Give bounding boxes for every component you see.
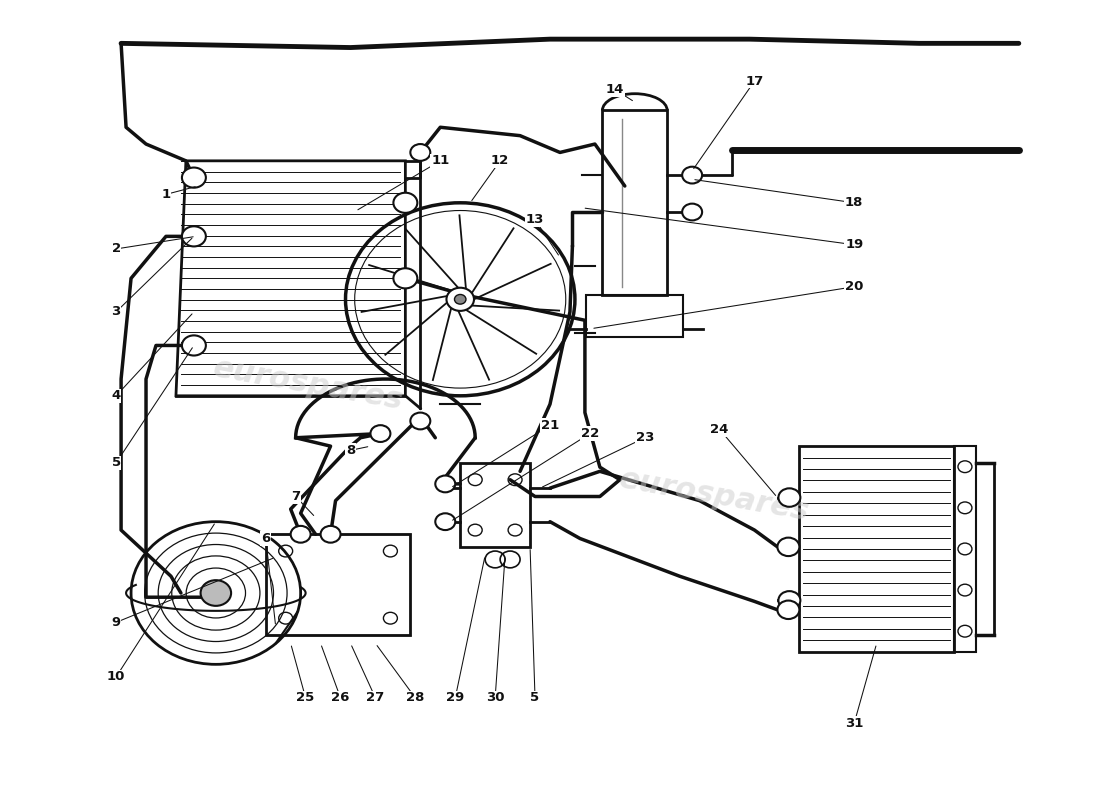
Text: 18: 18 (845, 196, 864, 210)
Bar (954, 446, 976, 652)
Circle shape (958, 543, 972, 555)
Circle shape (436, 475, 455, 492)
Circle shape (958, 502, 972, 514)
Text: 9: 9 (111, 616, 121, 629)
Circle shape (182, 335, 206, 355)
Text: 30: 30 (486, 691, 505, 705)
Text: 8: 8 (345, 444, 355, 457)
Text: 23: 23 (636, 431, 653, 444)
Bar (800, 446, 954, 652)
Text: 22: 22 (581, 427, 600, 440)
Circle shape (958, 461, 972, 473)
Circle shape (454, 294, 466, 304)
Text: 2: 2 (111, 242, 121, 255)
Circle shape (290, 526, 310, 542)
Text: 4: 4 (111, 390, 121, 402)
Text: 5: 5 (530, 691, 540, 705)
Text: 13: 13 (526, 213, 544, 226)
Text: 31: 31 (845, 717, 864, 730)
Circle shape (682, 204, 702, 221)
Circle shape (182, 226, 206, 246)
Text: 6: 6 (261, 532, 271, 545)
Text: 10: 10 (107, 670, 125, 683)
Text: 17: 17 (746, 74, 763, 88)
Bar (266, 534, 410, 635)
Text: 26: 26 (331, 691, 350, 705)
Text: 27: 27 (366, 691, 385, 705)
Text: 11: 11 (431, 154, 450, 167)
Text: 24: 24 (711, 423, 729, 436)
Text: 7: 7 (292, 490, 300, 503)
Bar (603, 110, 668, 295)
Circle shape (447, 288, 474, 311)
Circle shape (410, 144, 430, 161)
Text: 14: 14 (606, 83, 624, 96)
Circle shape (958, 584, 972, 596)
Circle shape (778, 601, 800, 619)
Text: 12: 12 (491, 154, 509, 167)
Circle shape (436, 514, 455, 530)
Text: 21: 21 (541, 418, 559, 432)
Text: 29: 29 (447, 691, 464, 705)
Circle shape (371, 425, 390, 442)
Circle shape (958, 626, 972, 637)
Circle shape (410, 413, 430, 430)
Circle shape (200, 580, 231, 606)
Text: eurospares: eurospares (211, 353, 406, 415)
Circle shape (779, 488, 801, 506)
Text: eurospares: eurospares (617, 465, 812, 526)
Text: 5: 5 (111, 457, 121, 470)
Text: 25: 25 (297, 691, 315, 705)
Text: 20: 20 (845, 280, 864, 294)
Circle shape (779, 591, 801, 610)
Circle shape (682, 166, 702, 183)
Bar (586, 295, 683, 337)
Text: 3: 3 (111, 306, 121, 318)
Text: 28: 28 (406, 691, 425, 705)
Circle shape (394, 268, 417, 288)
Circle shape (182, 167, 206, 188)
Bar (460, 463, 530, 547)
Text: 1: 1 (162, 188, 170, 201)
Text: 19: 19 (845, 238, 864, 251)
Circle shape (778, 538, 800, 556)
Circle shape (394, 193, 417, 213)
Circle shape (320, 526, 341, 542)
